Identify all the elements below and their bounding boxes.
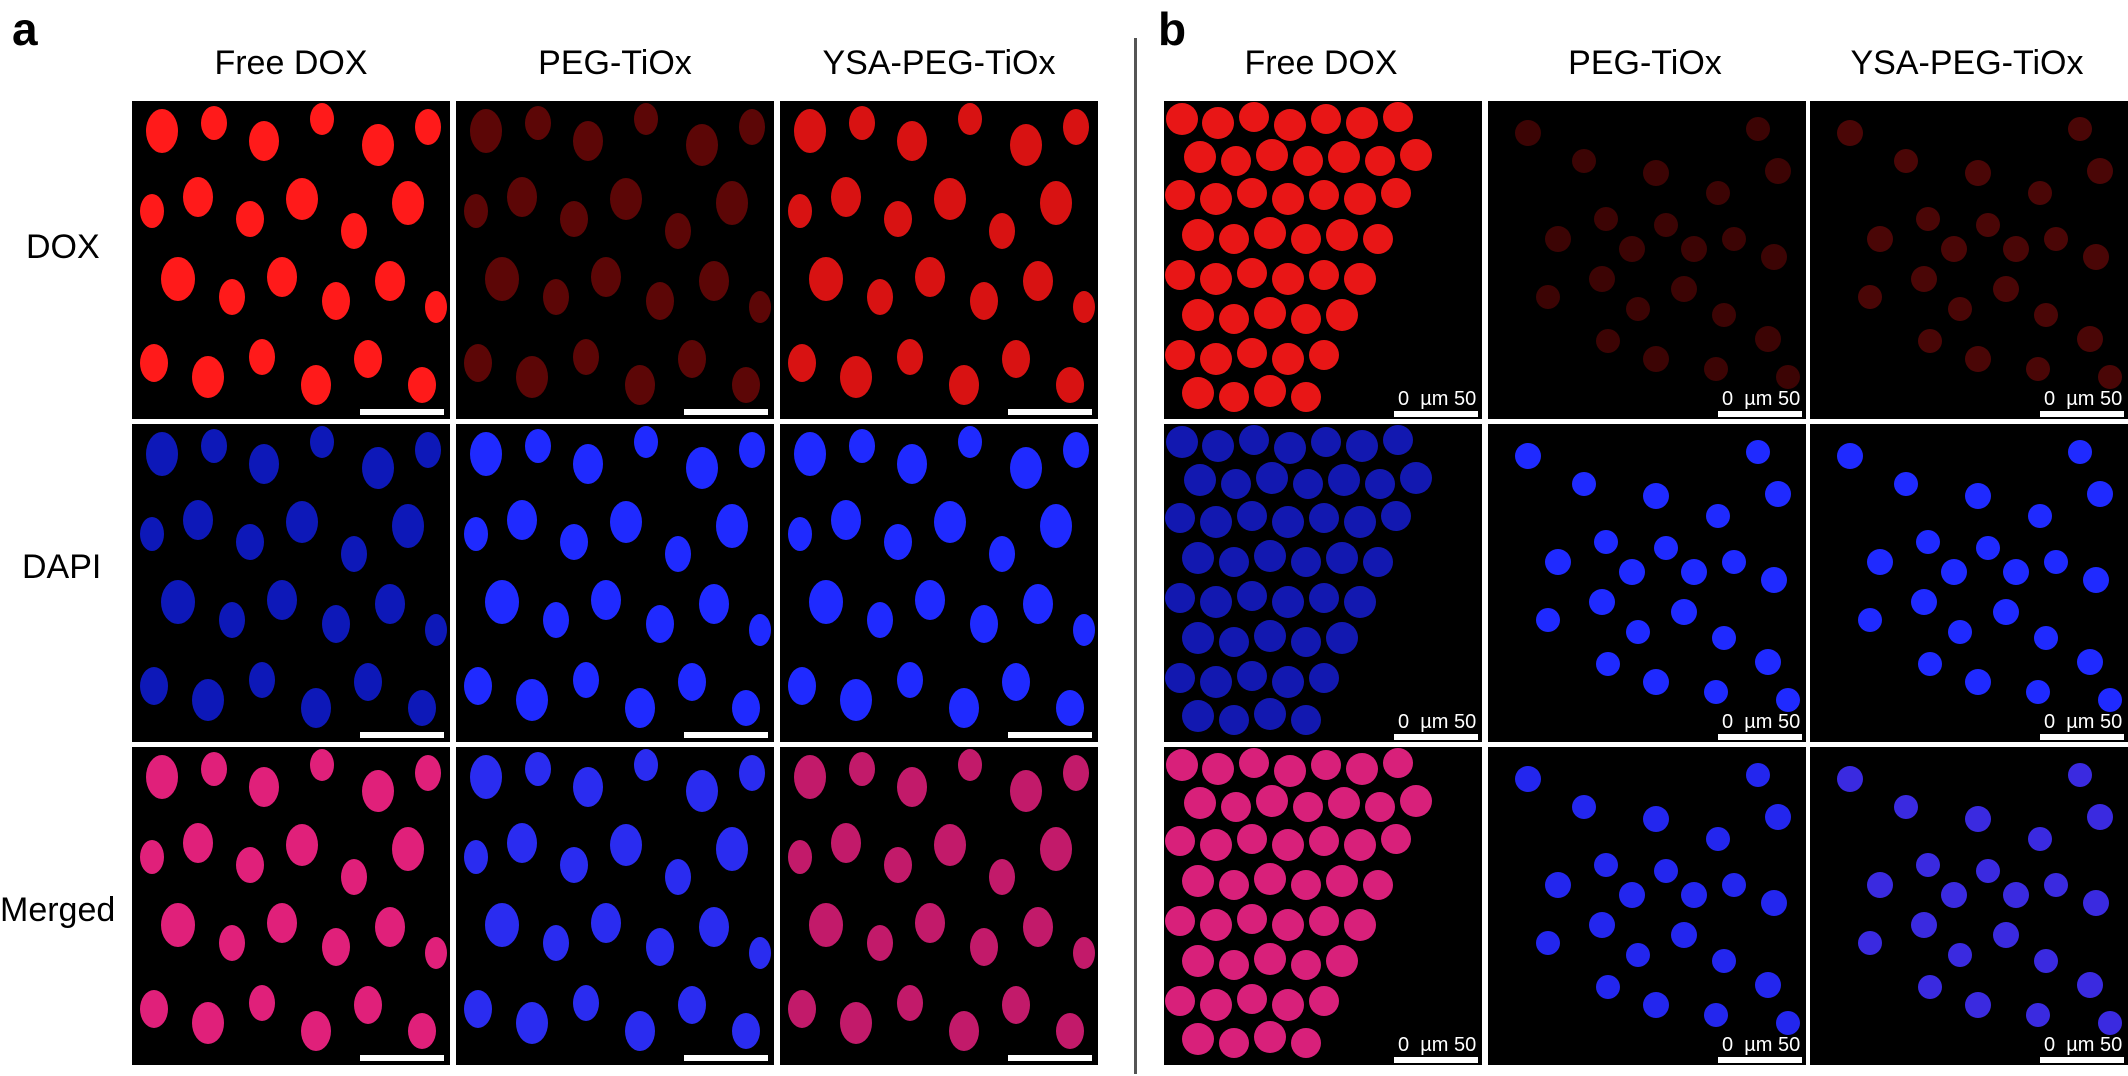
scale-bar: [360, 732, 444, 738]
a-dox-peg-tiox-image: [456, 101, 774, 419]
panel-a-row-merged: Merged: [0, 891, 116, 929]
scale-bar-text: 0 µm 50: [1722, 711, 1801, 733]
panel-a-row-dox: DOX: [26, 228, 100, 266]
a-dox-ysa-peg-tiox-image: [780, 101, 1098, 419]
scale-bar: [360, 1055, 444, 1061]
b-dox-peg-tiox-image: 0 µm 50: [1488, 101, 1806, 419]
scale-bar-text: 0 µm 50: [1398, 1034, 1477, 1056]
scale-bar-text: 0 µm 50: [1398, 711, 1477, 733]
b-merged-peg-tiox-image: 0 µm 50: [1488, 747, 1806, 1065]
scale-bar-text: 0 µm 50: [1722, 1034, 1801, 1056]
scale-bar: [1008, 1055, 1092, 1061]
scale-bar-text: 0 µm 50: [2044, 388, 2123, 410]
b-dox-ysa-peg-tiox-image: 0 µm 50: [1810, 101, 2128, 419]
b-merged-free-dox-image: 0 µm 50: [1164, 747, 1482, 1065]
b-dox-free-dox-image: 0 µm 50: [1164, 101, 1482, 419]
scale-bar: [1718, 1057, 1802, 1063]
scale-bar: [1394, 734, 1478, 740]
panel-b-col-ysa-peg-tiox: YSA-PEG-TiOx: [1850, 44, 2084, 82]
a-dapi-free-dox-image: [132, 424, 450, 742]
scale-bar-text: 0 µm 50: [1722, 388, 1801, 410]
b-dapi-free-dox-image: 0 µm 50: [1164, 424, 1482, 742]
panel-b-label: b: [1158, 3, 1187, 55]
b-merged-ysa-peg-tiox-image: 0 µm 50: [1810, 747, 2128, 1065]
panel-a-row-dapi: DAPI: [22, 548, 102, 586]
panel-a-label: a: [12, 3, 38, 55]
b-dapi-peg-tiox-image: 0 µm 50: [1488, 424, 1806, 742]
scale-bar: [684, 1055, 768, 1061]
panel-b-col-peg-tiox: PEG-TiOx: [1568, 44, 1722, 82]
scale-bar: [2040, 734, 2124, 740]
panel-a-col-ysa-peg-tiox: YSA-PEG-TiOx: [822, 44, 1056, 82]
scale-bar: [684, 732, 768, 738]
scale-bar: [360, 409, 444, 415]
panel-a-col-peg-tiox: PEG-TiOx: [538, 44, 692, 82]
a-merged-free-dox-image: [132, 747, 450, 1065]
a-dox-free-dox-image: [132, 101, 450, 419]
a-merged-ysa-peg-tiox-image: [780, 747, 1098, 1065]
panel-b-col-free-dox: Free DOX: [1244, 44, 1398, 82]
b-dapi-ysa-peg-tiox-image: 0 µm 50: [1810, 424, 2128, 742]
scale-bar: [1718, 734, 1802, 740]
scale-bar: [1008, 409, 1092, 415]
scale-bar-text: 0 µm 50: [2044, 711, 2123, 733]
panel-a-col-free-dox: Free DOX: [214, 44, 368, 82]
scale-bar: [684, 409, 768, 415]
panel-divider: [1134, 38, 1137, 1074]
scale-bar: [2040, 411, 2124, 417]
scale-bar-text: 0 µm 50: [2044, 1034, 2123, 1056]
scale-bar: [2040, 1057, 2124, 1063]
scale-bar: [1394, 1057, 1478, 1063]
a-merged-peg-tiox-image: [456, 747, 774, 1065]
scale-bar: [1718, 411, 1802, 417]
scale-bar-text: 0 µm 50: [1398, 388, 1477, 410]
a-dapi-peg-tiox-image: [456, 424, 774, 742]
a-dapi-ysa-peg-tiox-image: [780, 424, 1098, 742]
scale-bar: [1394, 411, 1478, 417]
scale-bar: [1008, 732, 1092, 738]
